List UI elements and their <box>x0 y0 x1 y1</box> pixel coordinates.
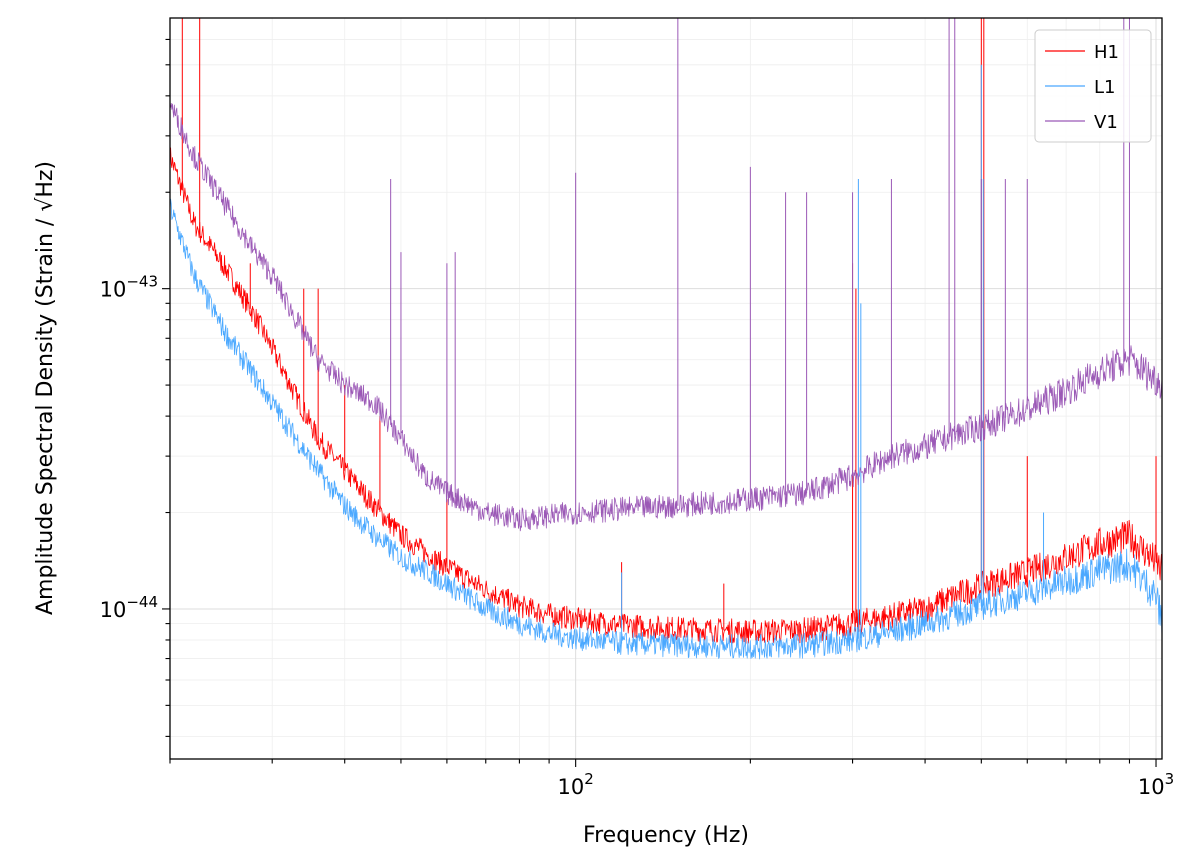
series-v1 <box>170 18 1162 532</box>
legend-label-h1: H1 <box>1094 42 1119 63</box>
x-tick-base: 10 <box>558 775 585 799</box>
y-tick-exponent: −44 <box>126 593 158 611</box>
x-axis-label: Frequency (Hz) <box>583 823 749 848</box>
x-tick-base: 10 <box>1138 775 1165 799</box>
x-tick-exponent: 3 <box>1165 770 1175 788</box>
series-line-l1 <box>170 198 1162 660</box>
x-tick-exponent: 2 <box>584 770 594 788</box>
x-tick-label: 103 <box>1138 770 1174 799</box>
legend-label-l1: L1 <box>1094 77 1115 98</box>
x-tick-label: 102 <box>558 770 594 799</box>
legend-item-h1: H1 <box>1045 42 1119 63</box>
legend-item-l1: L1 <box>1045 77 1115 98</box>
tick-layer <box>162 38 1157 767</box>
y-tick-exponent: −43 <box>126 273 158 291</box>
y-axis-label: Amplitude Spectral Density (Strain / √Hz… <box>33 161 58 615</box>
legend-label-v1: V1 <box>1094 112 1118 133</box>
series-layer <box>170 18 1162 660</box>
legend-box <box>1034 29 1152 143</box>
series-line-v1 <box>170 103 1162 532</box>
y-tick-label: 10−43 <box>100 273 158 302</box>
series-line-h1 <box>170 147 1162 644</box>
legend: H1 L1 V1 <box>1034 29 1152 143</box>
plot-frame <box>169 17 1163 760</box>
plot-area <box>170 18 1162 759</box>
y-tick-base: 10 <box>100 598 127 622</box>
legend-item-v1: V1 <box>1045 112 1118 133</box>
y-tick-label: 10−44 <box>100 593 158 622</box>
y-tick-base: 10 <box>100 278 127 302</box>
